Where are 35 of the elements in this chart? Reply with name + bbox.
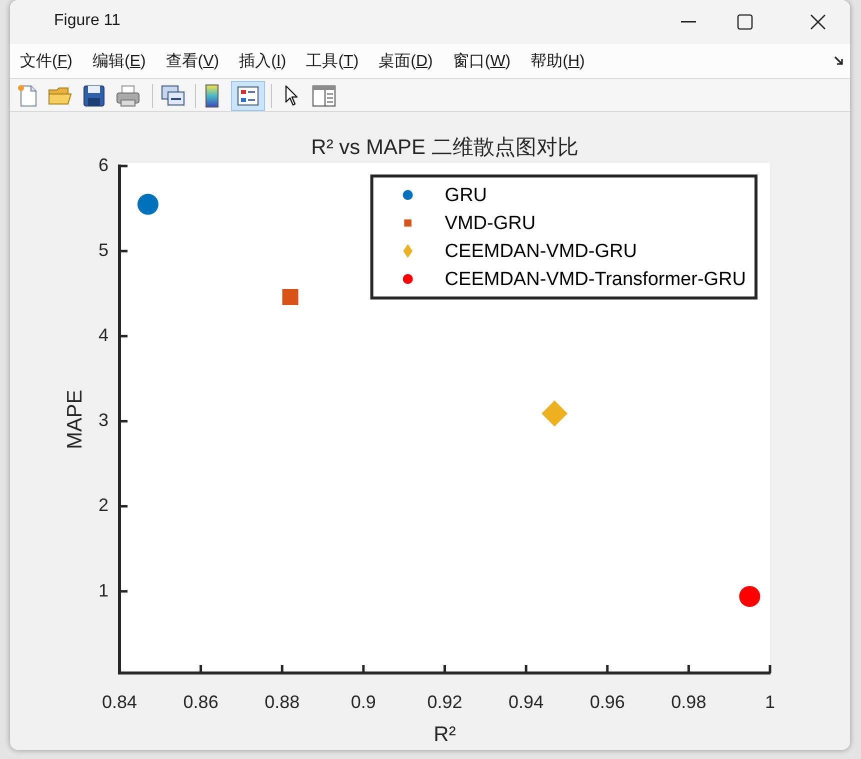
point <box>137 194 158 215</box>
x-tick-label: 0.9 <box>350 692 376 712</box>
text: 编辑(E) <box>92 52 146 72</box>
legend-label: CEEMDAN-VMD-Transformer-GRU <box>444 269 746 290</box>
x-tick-label: 0.94 <box>508 692 544 712</box>
legend-label: GRU <box>444 185 488 206</box>
x-tick-label: 0.88 <box>264 692 300 712</box>
caption: Figure 11 <box>54 12 120 30</box>
y-tick-label: 5 <box>98 240 108 260</box>
x-tick-label: 0.96 <box>590 692 625 712</box>
text: 工具(T) <box>306 52 359 72</box>
text: 帮助(H) <box>530 52 585 72</box>
point <box>282 289 298 305</box>
text: 文件(F) <box>20 52 72 72</box>
y-axis-title: MAPE <box>63 390 86 450</box>
chart-title: R² vs MAPE 二维散点图对比 <box>311 136 578 159</box>
y-tick-label: 1 <box>98 580 108 600</box>
legend-label: VMD-GRU <box>444 213 536 234</box>
y-tick-label: 6 <box>98 154 108 175</box>
text: 插入(I) <box>239 52 286 72</box>
y-tick-label: 3 <box>98 410 108 430</box>
text: 查看(V) <box>166 52 220 72</box>
y-tick-label: 2 <box>98 495 108 516</box>
x-tick-label: 0.92 <box>427 692 462 712</box>
point <box>542 400 568 427</box>
x-tick-label: 1 <box>764 692 776 712</box>
text: 桌面(D) <box>378 52 433 72</box>
x-tick-label: 0.84 <box>102 692 138 712</box>
point <box>739 586 760 607</box>
x-axis-title: R² <box>434 722 456 746</box>
x-tick-label: 0.98 <box>671 692 706 712</box>
legend-label: CEEMDAN-VMD-GRU <box>444 241 637 262</box>
y-tick-label: 4 <box>98 325 108 346</box>
text: 窗口(W) <box>452 52 511 72</box>
x-tick-label: 0.86 <box>183 692 218 712</box>
